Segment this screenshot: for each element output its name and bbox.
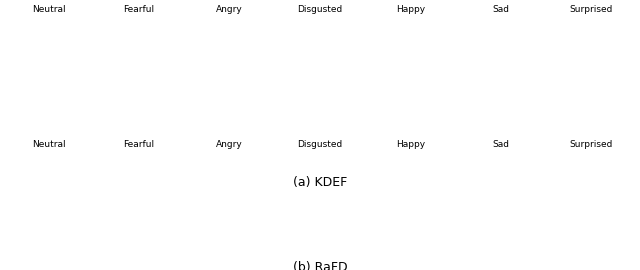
Text: Angry: Angry	[216, 5, 243, 14]
Text: Fearful: Fearful	[124, 5, 154, 14]
Text: Surprised: Surprised	[570, 140, 613, 149]
Text: Sad: Sad	[493, 5, 509, 14]
Text: Disgusted: Disgusted	[298, 5, 342, 14]
Text: Sad: Sad	[493, 140, 509, 149]
Text: Happy: Happy	[396, 140, 425, 149]
Text: Angry: Angry	[216, 140, 243, 149]
Text: Fearful: Fearful	[124, 140, 154, 149]
Text: Neutral: Neutral	[31, 140, 65, 149]
Text: Disgusted: Disgusted	[298, 140, 342, 149]
Text: (a) KDEF: (a) KDEF	[293, 176, 347, 189]
Text: Surprised: Surprised	[570, 5, 613, 14]
Text: Neutral: Neutral	[31, 5, 65, 14]
Text: (b) RaFD: (b) RaFD	[292, 261, 348, 270]
Text: Happy: Happy	[396, 5, 425, 14]
